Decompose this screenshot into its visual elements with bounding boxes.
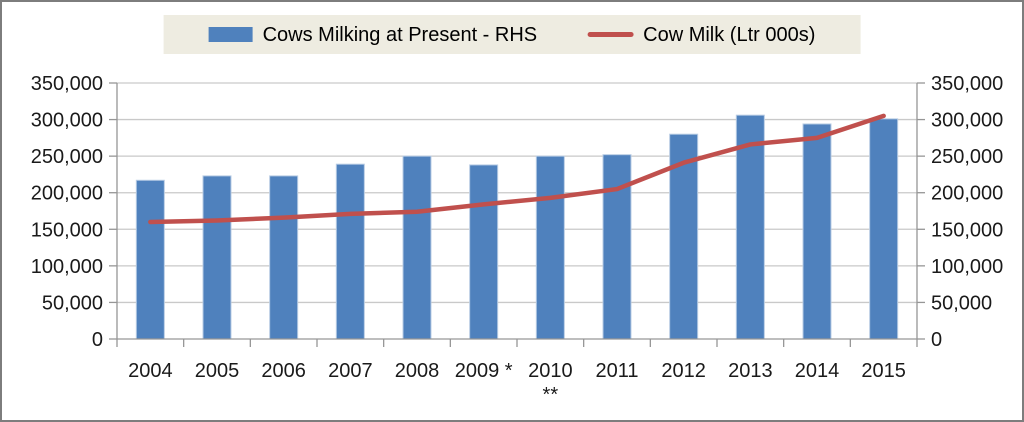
x-axis-label: 2006 — [261, 360, 306, 382]
y-axis-label-right: 150,000 — [931, 219, 1003, 241]
y-axis-label-left: 200,000 — [31, 183, 103, 205]
bar-2009 — [469, 164, 499, 340]
y-axis-label-left: 300,000 — [31, 110, 103, 132]
y-axis-label-left: 350,000 — [31, 73, 103, 95]
legend-label-cow-milk: Cow Milk (Ltr 000s) — [643, 23, 816, 46]
x-axis-label: 2015 — [861, 360, 906, 382]
bar-series-swatch-icon — [208, 27, 253, 42]
x-axis-label: 2012 — [661, 360, 706, 382]
y-axis-label-left: 50,000 — [42, 292, 103, 314]
legend-item-cow-milk: Cow Milk (Ltr 000s) — [587, 25, 815, 45]
y-axis-label-left: 100,000 — [31, 256, 103, 278]
bar-2005 — [202, 175, 232, 340]
x-axis-label: 2005 — [195, 360, 240, 382]
x-axis-label: 2008 — [395, 360, 440, 382]
x-axis-label: 2014 — [795, 360, 840, 382]
x-axis-label: 2004 — [128, 360, 173, 382]
x-axis-label: 2013 — [728, 360, 773, 382]
bar-2013 — [735, 114, 765, 340]
y-axis-label-right: 250,000 — [931, 146, 1003, 168]
bar-2010 — [535, 155, 565, 340]
x-axis-footnote-marker: ** — [543, 384, 559, 406]
y-axis-label-right: 300,000 — [931, 110, 1003, 132]
y-axis-label-left: 250,000 — [31, 146, 103, 168]
bar-2004 — [135, 179, 165, 340]
legend-label-cows-milking: Cows Milking at Present - RHS — [262, 23, 538, 46]
bar-2011 — [602, 154, 632, 340]
bar-2007 — [335, 163, 365, 340]
x-axis-label: 2007 — [328, 360, 373, 382]
bar-2006 — [269, 175, 299, 340]
bar-2015 — [869, 118, 899, 340]
y-axis-label-right: 0 — [931, 329, 942, 351]
y-axis-label-left: 150,000 — [31, 219, 103, 241]
bar-2008 — [402, 155, 432, 340]
chart-legend: Cows Milking at Present - RHS Cow Milk (… — [163, 15, 861, 54]
cow-milk-line — [148, 113, 886, 225]
y-axis-label-right: 50,000 — [931, 292, 992, 314]
x-axis-label: 2011 — [595, 360, 638, 382]
bar-2014 — [802, 123, 832, 340]
y-axis-label-left: 0 — [92, 329, 103, 351]
y-axis-label-right: 350,000 — [931, 73, 1003, 95]
y-axis-label-right: 100,000 — [931, 256, 1003, 278]
x-axis-label: 2009 * — [455, 360, 513, 382]
x-axis-label: 2010 — [528, 360, 573, 382]
line-series-swatch-icon — [587, 32, 634, 37]
legend-item-cows-milking: Cows Milking at Present - RHS — [208, 23, 538, 46]
y-axis-label-right: 200,000 — [931, 183, 1003, 205]
